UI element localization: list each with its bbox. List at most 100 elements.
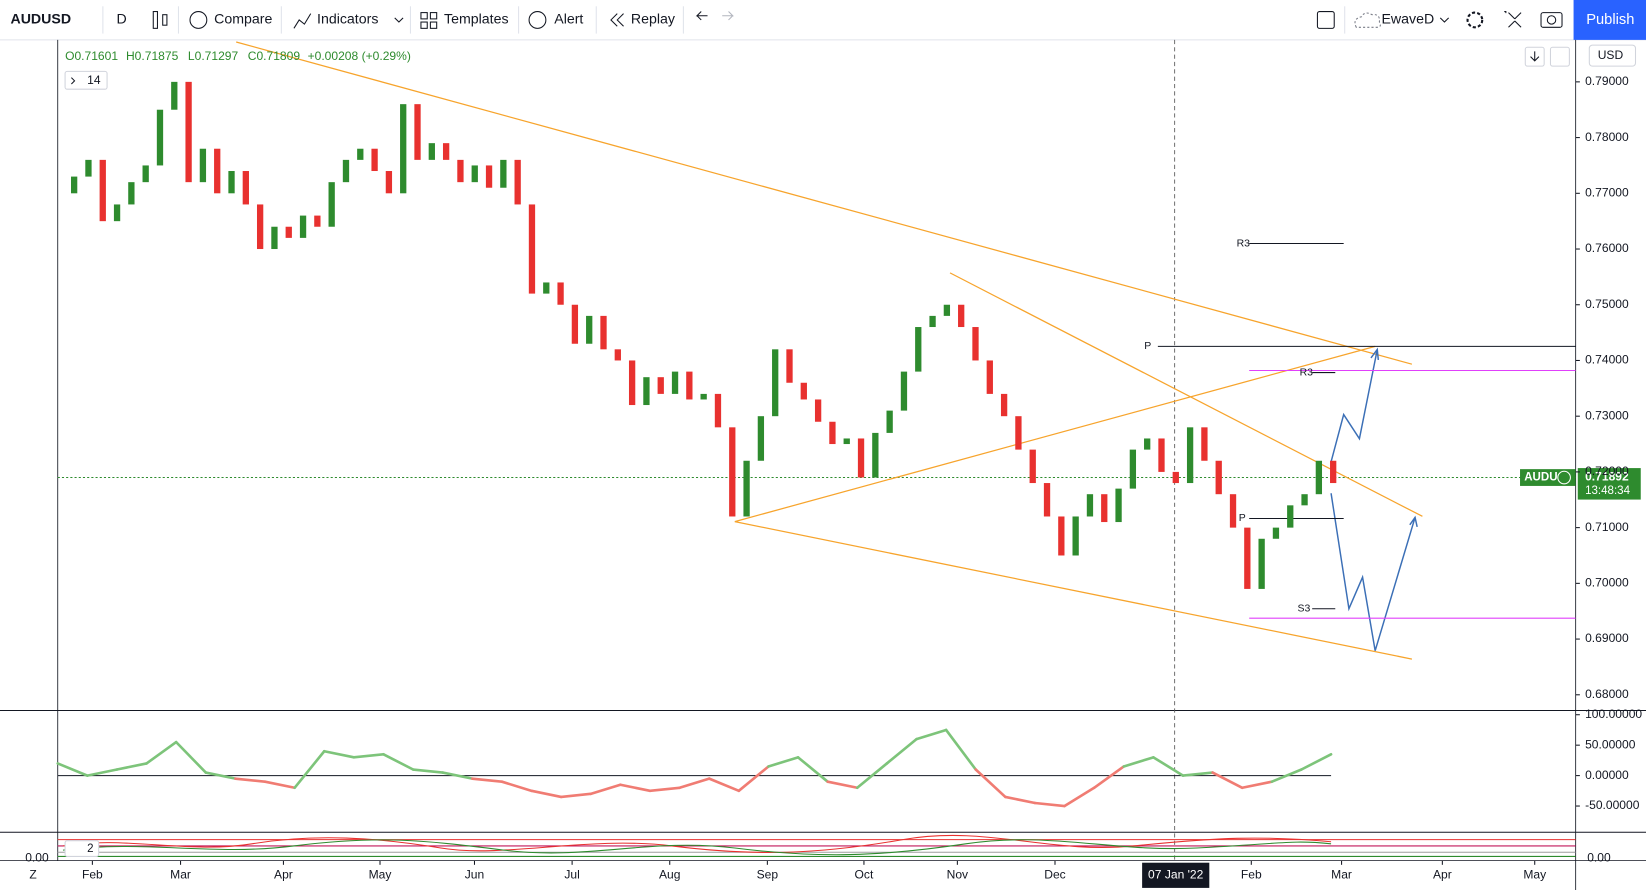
candle <box>571 304 579 344</box>
fullscreen-box-icon[interactable] <box>1316 11 1335 29</box>
indicator-length-badge[interactable]: 14 <box>87 73 101 87</box>
axes: 0.79000 0.78000 0.77000 0.76000 0.75000 0.740… <box>82 74 1642 881</box>
fullscreen-icon[interactable] <box>1504 11 1522 28</box>
currency[interactable]: USD <box>1598 48 1624 62</box>
osc-segment <box>826 780 859 790</box>
indicator-curve <box>62 839 1332 856</box>
alert-icon[interactable] <box>528 11 547 29</box>
candle <box>1172 471 1179 484</box>
candle <box>972 327 979 361</box>
time-label: Jul <box>564 867 579 881</box>
price-tick-label: 0.70000 <box>1585 576 1629 590</box>
publish-button[interactable]: Publish <box>1586 12 1634 28</box>
templates-icon <box>429 12 438 20</box>
redo-icon[interactable] <box>722 11 734 21</box>
candle <box>128 182 135 205</box>
indicators-button[interactable]: Indicators <box>317 12 378 28</box>
osc-segment <box>263 780 296 790</box>
crosshair-date-bg <box>1142 862 1210 888</box>
candle <box>929 315 936 328</box>
candle <box>228 171 235 194</box>
candle <box>671 371 679 394</box>
osc-segment <box>441 771 474 780</box>
layout-name[interactable]: EwaveD <box>1381 12 1434 28</box>
reset-button[interactable] <box>1549 46 1570 67</box>
corner-button[interactable]: Z <box>29 867 36 881</box>
replay-icon[interactable] <box>610 13 618 27</box>
symbol[interactable]: AUDUSD <box>10 12 71 28</box>
candle <box>800 382 807 400</box>
dropdown-caret[interactable] <box>394 17 404 23</box>
interval[interactable]: D <box>117 12 127 28</box>
time-label: Feb <box>82 867 103 881</box>
candle <box>1086 494 1094 517</box>
osc-tick-label: 50.00000 <box>1585 737 1636 751</box>
replay-button[interactable]: Replay <box>631 12 676 28</box>
indicator-curve <box>62 834 1332 853</box>
osc-segment <box>204 771 237 780</box>
candle <box>857 438 865 478</box>
templates-icon[interactable] <box>420 12 428 20</box>
osc-segment <box>322 749 356 759</box>
candle <box>242 171 249 205</box>
price-tick-label: 0.68000 <box>1585 687 1629 701</box>
candle <box>1101 494 1108 523</box>
alert-button[interactable]: Alert <box>554 12 583 28</box>
osc-segment <box>1004 795 1037 805</box>
candle <box>1229 494 1237 528</box>
time-label: Nov <box>947 867 968 881</box>
price-tick-label: 0.75000 <box>1585 297 1629 311</box>
drawings <box>236 41 1576 660</box>
candle <box>729 427 736 517</box>
time-label: Aug <box>659 867 680 881</box>
badge-box[interactable] <box>64 840 100 857</box>
lower-badge[interactable]: 2 <box>87 843 93 855</box>
candle <box>1158 438 1165 472</box>
candle <box>714 393 722 428</box>
current-price: 0.71892 <box>1585 470 1629 484</box>
candle <box>1186 427 1194 484</box>
candle <box>1072 516 1079 556</box>
projection-path <box>1330 493 1416 651</box>
osc-tick-label: 0.00000 <box>1585 768 1629 782</box>
candle <box>786 349 793 383</box>
settings-icon[interactable] <box>1466 11 1484 29</box>
candle <box>314 215 321 227</box>
candle <box>772 349 779 417</box>
candle <box>1029 449 1036 484</box>
candle <box>628 360 636 406</box>
pane-frames <box>0 39 1646 890</box>
candle <box>471 165 478 183</box>
templates-button[interactable]: Templates <box>444 12 509 28</box>
osc-segment <box>767 756 800 768</box>
candle <box>657 377 664 394</box>
time-label: Oct <box>855 867 874 881</box>
candle <box>85 159 92 177</box>
badge-box[interactable] <box>64 70 108 90</box>
scroll-icon <box>1530 51 1540 62</box>
candle <box>986 360 993 394</box>
compare-icon[interactable] <box>189 11 208 29</box>
candle <box>285 226 292 238</box>
candle-icon[interactable] <box>152 11 158 29</box>
plus-button[interactable] <box>1557 470 1571 485</box>
osc-segment <box>619 783 652 793</box>
time-label: Apr <box>274 867 293 881</box>
arrow-head <box>1370 347 1380 361</box>
snapshot-icon[interactable] <box>1540 12 1563 28</box>
undo-icon[interactable] <box>695 11 708 21</box>
trendline <box>236 41 1413 365</box>
indicators-icon[interactable] <box>293 13 312 29</box>
cloud-icon[interactable] <box>1354 12 1381 28</box>
price-tick-label: 0.71000 <box>1585 520 1629 534</box>
dropdown-caret[interactable] <box>1439 17 1450 23</box>
candle <box>514 159 521 205</box>
publish-button-bg[interactable] <box>1573 0 1646 40</box>
time-label: Sep <box>757 867 779 881</box>
templates-icon <box>429 21 438 29</box>
candle <box>1315 460 1323 495</box>
pivot-label: P <box>1144 341 1151 352</box>
compare-button[interactable]: Compare <box>214 12 272 28</box>
currency-box[interactable] <box>1588 44 1637 67</box>
legend-close: C0.71809 <box>248 49 301 63</box>
